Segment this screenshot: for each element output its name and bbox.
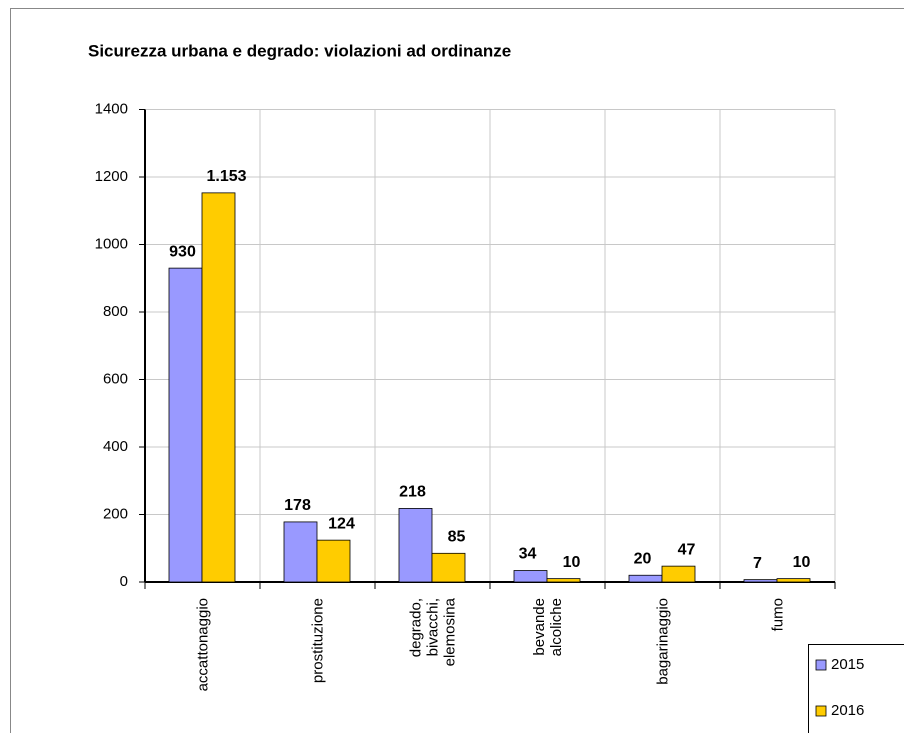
legend-box (808, 644, 904, 733)
bar (431, 552, 466, 583)
bar (743, 579, 778, 583)
x-tick-label: prostituzione (309, 598, 326, 684)
legend-swatch (815, 659, 827, 671)
bar (316, 539, 351, 583)
data-label: 20 (634, 550, 652, 567)
data-label: 124 (328, 515, 355, 532)
y-tick-label: 200 (103, 505, 128, 522)
bar (776, 578, 811, 583)
legend-label: 2016 (831, 702, 864, 719)
x-tick-label: bagarinaggio (654, 598, 671, 685)
bar (546, 578, 581, 583)
y-tick-label: 1200 (95, 168, 128, 185)
data-label: 218 (399, 484, 426, 501)
bar (661, 565, 696, 583)
legend-swatch (815, 705, 827, 717)
y-tick-label: 800 (103, 303, 128, 320)
bar (628, 574, 663, 583)
chart-title: Sicurezza urbana e degrado: violazioni a… (88, 41, 511, 60)
chart-frame (10, 8, 904, 733)
legend-label: 2015 (831, 656, 864, 673)
bar (513, 570, 548, 583)
data-label: 10 (793, 554, 811, 571)
data-label: 34 (519, 546, 537, 563)
data-label: 85 (448, 529, 466, 546)
y-tick-label: 1000 (95, 235, 128, 252)
data-label: 178 (284, 497, 311, 514)
y-tick-label: 0 (120, 573, 128, 590)
x-tick-label: degrado, bivacchi, elemosina (407, 598, 458, 667)
y-tick-label: 400 (103, 438, 128, 455)
y-tick-label: 600 (103, 370, 128, 387)
data-label: 10 (563, 554, 581, 571)
x-tick-label: accattonaggio (194, 598, 211, 692)
bar (168, 267, 203, 583)
bar (201, 192, 236, 583)
data-label: 1.153 (206, 168, 246, 185)
y-tick-label: 1400 (95, 100, 128, 117)
bar (398, 508, 433, 583)
x-tick-label: fumo (769, 598, 786, 632)
x-tick-label: bevande alcoliche (530, 598, 565, 657)
data-label: 7 (753, 555, 762, 572)
bar (283, 521, 318, 583)
data-label: 930 (169, 243, 196, 260)
data-label: 47 (678, 541, 696, 558)
